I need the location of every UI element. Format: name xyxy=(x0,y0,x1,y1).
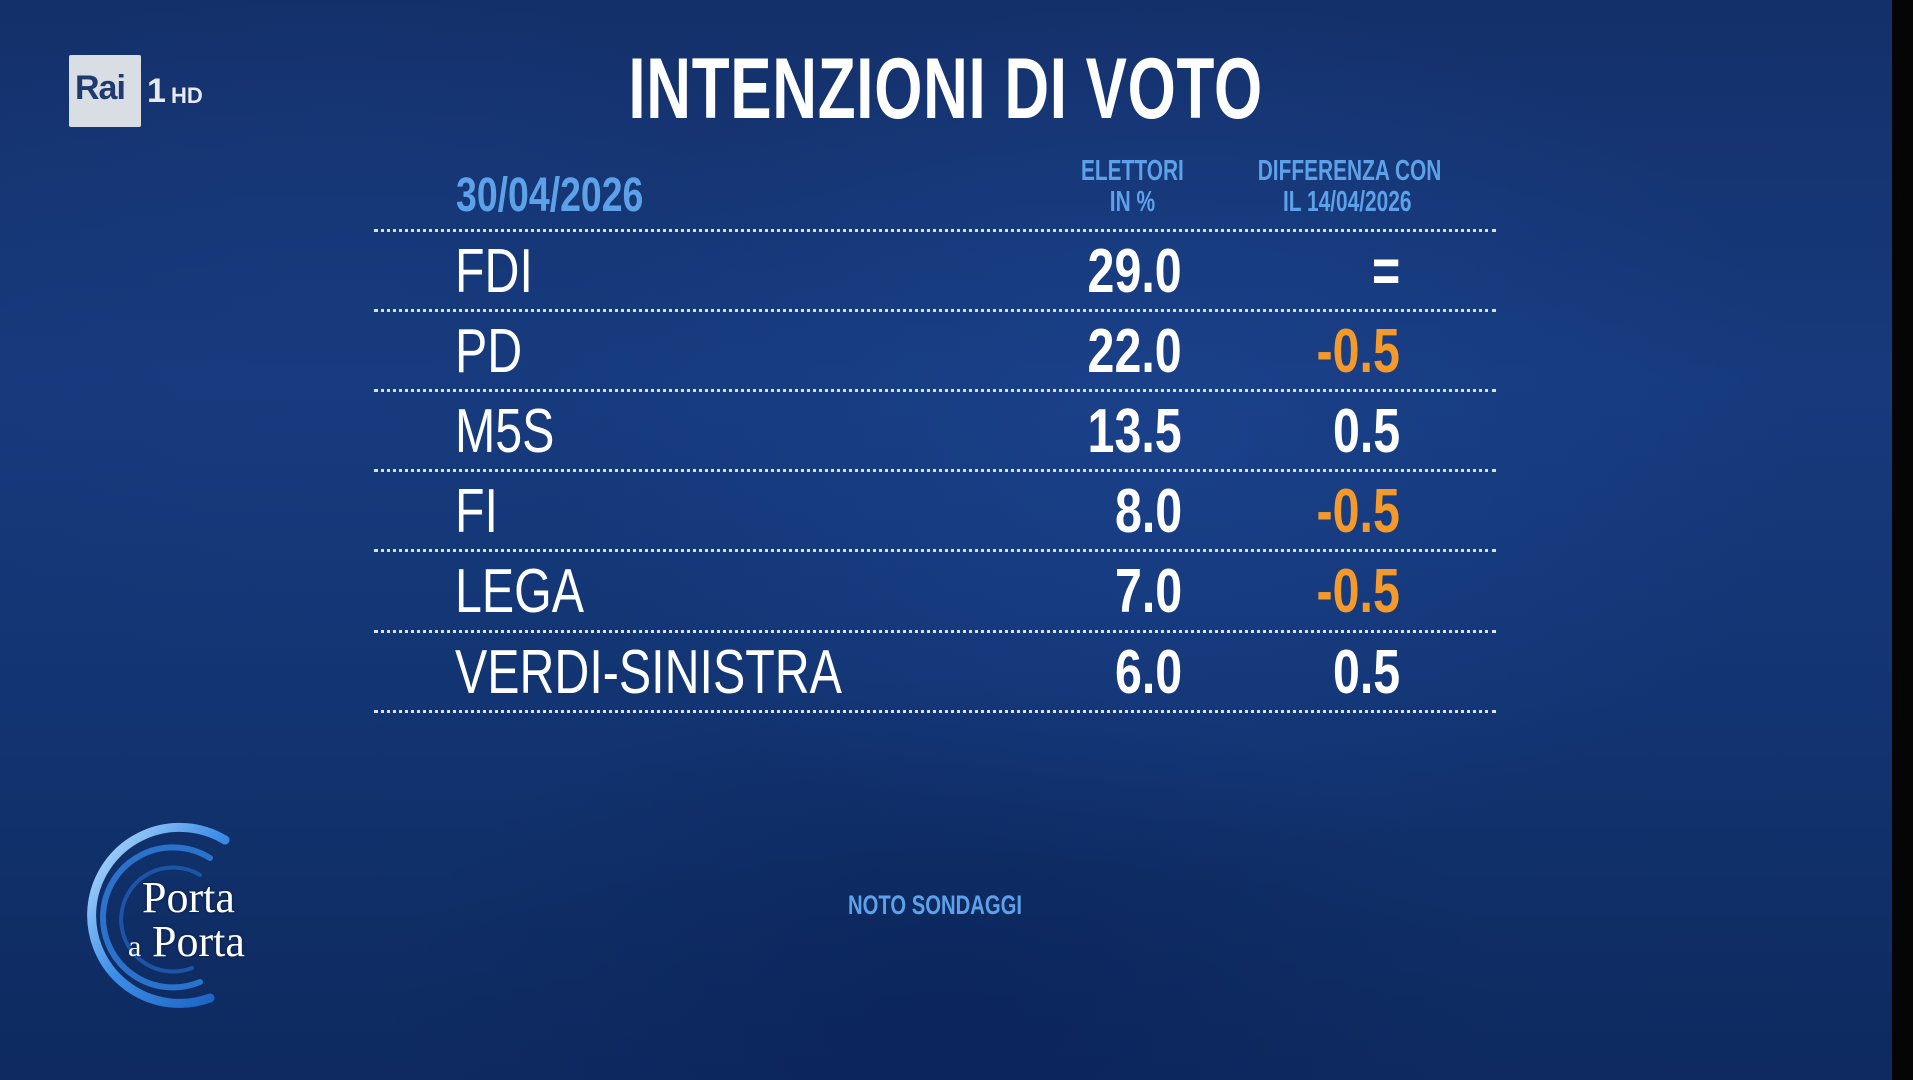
channel-number: 1 xyxy=(147,72,166,110)
show-logo-line2: Porta xyxy=(152,917,245,966)
poll-source: NOTO SONDAGGI xyxy=(847,890,1023,920)
party-value-lega: 7.0 xyxy=(1114,557,1182,626)
chart-title: INTENZIONI DI VOTO xyxy=(628,41,1264,137)
hd-badge: HD xyxy=(171,83,203,108)
electors-column-header: ELETTORI IN % xyxy=(1080,155,1184,218)
show-logo-line1: Porta xyxy=(142,873,235,922)
party-value-verdi-sinistra: 6.0 xyxy=(1114,638,1182,707)
row-separator xyxy=(374,229,1496,232)
show-logo-small-a: a xyxy=(128,930,142,963)
swoosh-icon xyxy=(87,822,230,1008)
party-value-m5s: 13.5 xyxy=(1087,397,1182,466)
party-value-fi: 8.0 xyxy=(1114,477,1182,546)
poll-date: 30/04/2026 xyxy=(456,169,644,222)
party-diff-pd: -0.5 xyxy=(1316,317,1400,386)
party-label-m5s: M5S xyxy=(455,397,555,466)
party-label-fi: FI xyxy=(455,477,498,546)
row-separator xyxy=(374,389,1496,392)
party-label-fdi: FDI xyxy=(455,237,533,306)
party-diff-fi: -0.5 xyxy=(1316,477,1400,546)
difference-column-header: DIFFERENZA CON IL 14/04/2026 xyxy=(1257,155,1442,218)
party-value-fdi: 29.0 xyxy=(1087,237,1182,306)
row-separator xyxy=(374,309,1496,312)
party-diff-m5s: 0.5 xyxy=(1332,397,1400,466)
porta-a-porta-logo: Porta a Porta xyxy=(60,820,330,1020)
party-label-lega: LEGA xyxy=(455,557,585,626)
screen-edge-bar xyxy=(1892,0,1913,1080)
rai-logo: Rai xyxy=(69,55,141,127)
row-separator xyxy=(374,630,1496,633)
party-value-pd: 22.0 xyxy=(1087,317,1182,386)
party-diff-fdi: = xyxy=(1371,237,1400,306)
party-label-verdi-sinistra: VERDI-SINISTRA xyxy=(455,638,842,707)
party-label-pd: PD xyxy=(455,317,523,386)
rai-logo-text: Rai xyxy=(75,69,126,107)
row-separator xyxy=(374,469,1496,472)
party-diff-lega: -0.5 xyxy=(1316,557,1400,626)
party-diff-verdi-sinistra: 0.5 xyxy=(1332,638,1400,707)
row-separator xyxy=(374,549,1496,552)
row-separator xyxy=(374,710,1496,713)
